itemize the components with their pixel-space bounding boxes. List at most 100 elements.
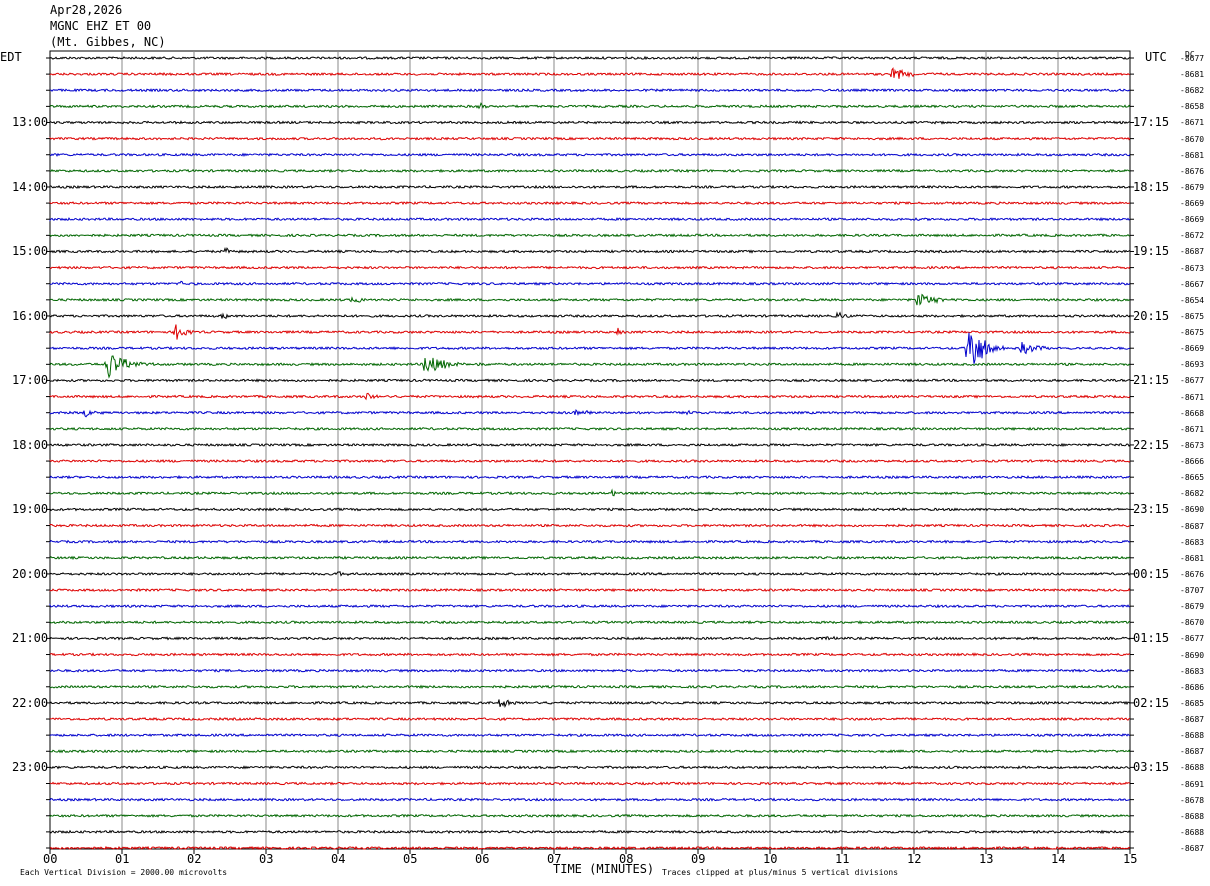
dc-offset-label: -8682	[1180, 489, 1205, 499]
dc-offset-label: -8677	[1180, 54, 1205, 63]
location-label: (Mt. Gibbes, NC)	[50, 35, 166, 49]
left-hour-label: 13:00	[12, 115, 49, 130]
trace-line-16	[49, 311, 1131, 320]
right-hour-label: 03:15	[1133, 760, 1170, 775]
trace-line-15	[49, 293, 1131, 306]
left-hour-label: 20:00	[12, 566, 49, 581]
trace-line-25	[49, 458, 1131, 464]
x-axis-label: TIME (MINUTES)	[553, 862, 655, 876]
x-tick-label: 01	[115, 852, 130, 866]
trace-line-8	[49, 184, 1131, 190]
dc-offset-label: -8667	[1180, 279, 1205, 289]
trace-line-38	[49, 668, 1131, 673]
dc-offset-label: -8679	[1180, 602, 1205, 612]
trace-line-45	[49, 781, 1131, 786]
dc-offset-label: -8677	[1180, 634, 1205, 644]
dc-offset-label: -8671	[1180, 118, 1205, 128]
trace-line-12	[49, 246, 1131, 254]
trace-line-13	[49, 265, 1131, 270]
trace-line-27	[49, 488, 1131, 497]
left-hour-label: 14:00	[12, 179, 49, 194]
dc-offset-label: -8687	[1180, 521, 1205, 531]
trace-line-11	[49, 233, 1131, 238]
trace-line-3	[49, 102, 1131, 110]
x-tick-label: 03	[259, 852, 274, 866]
dc-offset-label: -8675	[1180, 328, 1205, 338]
dc-offset-label: -8683	[1180, 537, 1205, 547]
trace-line-5	[49, 136, 1131, 141]
trace-line-26	[49, 474, 1131, 480]
left-timezone-label: EDT	[0, 50, 22, 64]
left-hour-label: 22:00	[12, 695, 49, 710]
dc-offset-label: -8687	[1180, 844, 1205, 853]
dc-offset-label: -8672	[1180, 231, 1205, 241]
trace-line-31	[49, 555, 1131, 561]
right-hour-label: 18:15	[1133, 179, 1170, 194]
x-tick-label: 12	[907, 852, 922, 866]
trace-line-29	[49, 523, 1131, 528]
dc-offset-label: -8690	[1180, 650, 1205, 660]
trace-line-34	[49, 603, 1130, 609]
x-tick-label: 13	[979, 852, 994, 866]
dc-offset-label: -8681	[1180, 150, 1205, 160]
clip-note: Traces clipped at plus/minus 5 vertical …	[662, 868, 899, 877]
x-tick-label: 05	[403, 852, 418, 866]
trace-line-44	[49, 765, 1131, 770]
dc-offset-label: -8682	[1180, 86, 1205, 96]
trace-line-9	[49, 200, 1131, 206]
dc-offset-label: -8693	[1180, 360, 1205, 370]
dc-offset-label: -8687	[1180, 247, 1205, 257]
dc-offset-label: -8670	[1180, 134, 1205, 144]
trace-line-2	[49, 88, 1131, 93]
trace-line-48	[49, 829, 1131, 835]
dc-offset-label: -8688	[1180, 827, 1205, 837]
dc-offset-label: -8691	[1180, 779, 1205, 789]
x-tick-label: 11	[835, 852, 850, 866]
trace-line-49	[49, 845, 1131, 851]
dc-offset-label: -8665	[1180, 473, 1205, 483]
dc-offset-label: -8707	[1180, 586, 1205, 596]
trace-line-39	[49, 684, 1131, 690]
right-hour-label: 21:15	[1133, 373, 1170, 388]
dc-offset-label: -8687	[1180, 715, 1205, 725]
trace-line-17	[49, 324, 1131, 340]
trace-line-1	[49, 67, 1131, 79]
right-hour-label: 01:15	[1133, 631, 1170, 646]
x-tick-label: 02	[187, 852, 202, 866]
dc-offset-label: -8673	[1180, 263, 1205, 273]
trace-line-6	[49, 152, 1131, 157]
dc-offset-label: -8688	[1180, 811, 1205, 821]
trace-line-7	[49, 168, 1131, 174]
trace-line-47	[49, 813, 1131, 819]
dc-offset-label: -8673	[1180, 440, 1205, 450]
dc-offset-label: -8681	[1180, 553, 1205, 563]
trace-line-46	[49, 797, 1131, 803]
scale-note: Each Vertical Division = 2000.00 microvo…	[20, 868, 228, 877]
trace-line-32	[49, 570, 1131, 577]
trace-line-37	[49, 652, 1131, 657]
x-tick-label: 06	[475, 852, 490, 866]
date-label: Apr28,2026	[50, 3, 123, 17]
dc-offset-label: -8686	[1180, 682, 1205, 692]
right-hour-label: 00:15	[1133, 566, 1170, 581]
dc-offset-label: -8679	[1180, 182, 1205, 192]
x-tick-label: 14	[1051, 852, 1066, 866]
dc-offset-label: -8669	[1180, 344, 1205, 354]
trace-line-20	[49, 378, 1131, 383]
dc-offset-label: -8666	[1180, 457, 1205, 467]
dc-offset-label: -8683	[1180, 666, 1205, 676]
right-timezone-label: UTC	[1145, 50, 1167, 64]
trace-line-40	[49, 699, 1131, 708]
right-hour-label: 02:15	[1133, 695, 1170, 710]
x-tick-label: 10	[763, 852, 778, 866]
left-hour-label: 21:00	[12, 631, 49, 646]
trace-line-36	[49, 635, 1131, 641]
right-hour-label: 17:15	[1133, 115, 1170, 130]
left-hour-label: 23:00	[12, 760, 49, 775]
dc-offset-label: -8654	[1180, 295, 1205, 305]
trace-line-10	[49, 217, 1131, 222]
trace-line-24	[49, 442, 1131, 448]
left-hour-label: 18:00	[12, 437, 49, 452]
station-label: MGNC EHZ ET 00	[50, 19, 152, 33]
